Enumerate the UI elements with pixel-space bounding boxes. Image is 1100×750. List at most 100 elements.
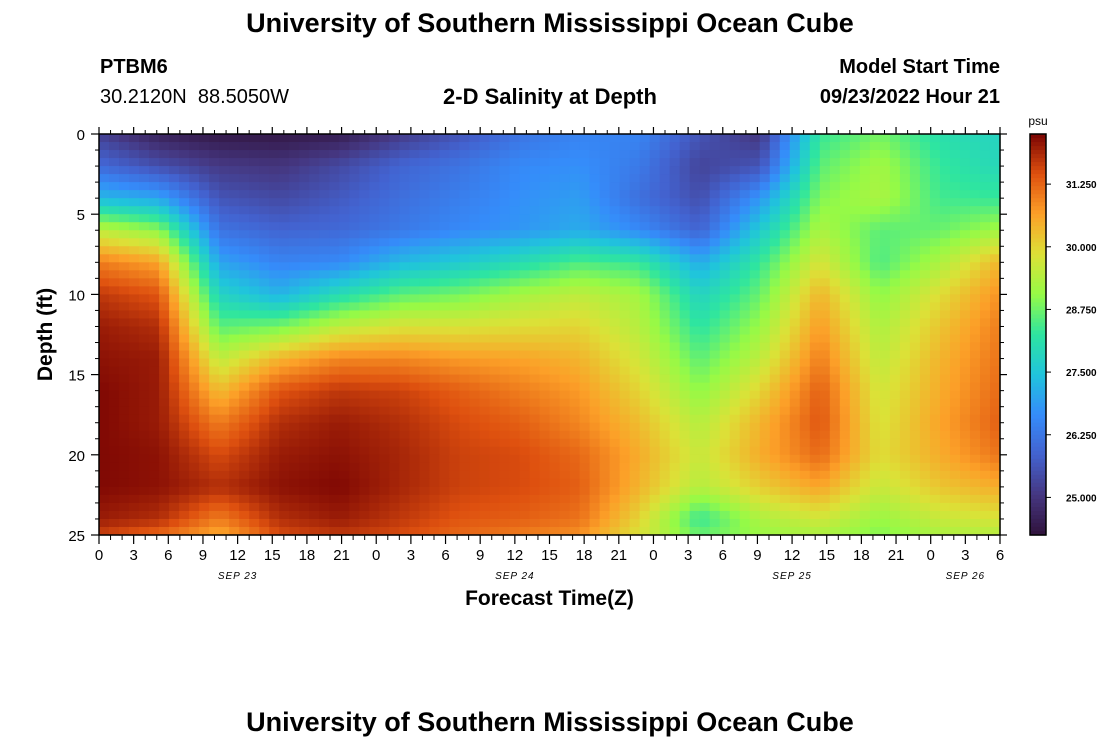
heatmap-cell bbox=[269, 238, 280, 247]
heatmap-cell bbox=[909, 150, 921, 159]
heatmap-cell bbox=[709, 246, 721, 255]
heatmap-cell bbox=[329, 222, 340, 231]
heatmap-cell bbox=[629, 470, 641, 480]
colorbar-cell bbox=[1030, 322, 1046, 328]
heatmap-cell bbox=[329, 398, 340, 408]
heatmap-cell bbox=[629, 414, 641, 424]
heatmap-cell bbox=[299, 470, 310, 480]
heatmap-cell bbox=[859, 494, 871, 504]
heatmap-cell bbox=[899, 478, 911, 488]
heatmap-cell bbox=[679, 382, 691, 392]
heatmap-cell bbox=[109, 182, 120, 191]
heatmap-cell bbox=[899, 190, 911, 199]
heatmap-cell bbox=[469, 254, 481, 263]
heatmap-cell bbox=[559, 190, 571, 199]
heatmap-cell bbox=[129, 358, 140, 368]
heatmap-cell bbox=[319, 262, 330, 271]
heatmap-cell bbox=[229, 310, 240, 320]
heatmap-cell bbox=[209, 358, 220, 368]
heatmap-cell bbox=[589, 438, 601, 448]
heatmap-cell bbox=[439, 406, 450, 416]
heatmap-cell bbox=[129, 486, 140, 496]
heatmap-cell bbox=[549, 486, 561, 496]
heatmap-cell bbox=[559, 150, 571, 159]
heatmap-cell bbox=[859, 262, 871, 271]
heatmap-cell bbox=[789, 510, 801, 520]
heatmap-cell bbox=[619, 142, 631, 151]
heatmap-cell bbox=[309, 406, 320, 416]
heatmap-cell bbox=[309, 198, 320, 207]
heatmap-cell bbox=[229, 462, 240, 472]
heatmap-cell bbox=[459, 382, 471, 392]
heatmap-cell bbox=[219, 446, 230, 456]
heatmap-cell bbox=[129, 214, 140, 223]
heatmap-cell bbox=[139, 270, 150, 279]
heatmap-cell bbox=[759, 494, 771, 504]
heatmap-cell bbox=[429, 150, 440, 159]
heatmap-cell bbox=[719, 510, 731, 520]
heatmap-cell bbox=[359, 454, 370, 464]
heatmap-cell bbox=[519, 518, 531, 528]
heatmap-cell bbox=[299, 222, 310, 231]
heatmap-cell bbox=[829, 190, 841, 199]
heatmap-cell bbox=[749, 470, 761, 480]
heatmap-cell bbox=[969, 222, 981, 231]
heatmap-cell bbox=[109, 254, 120, 263]
heatmap-cell bbox=[819, 302, 831, 312]
heatmap-cell bbox=[169, 382, 180, 392]
heatmap-cell bbox=[869, 174, 881, 183]
heatmap-cell bbox=[679, 278, 691, 287]
heatmap-cell bbox=[119, 142, 130, 151]
heatmap-cell bbox=[929, 158, 941, 167]
heatmap-cell bbox=[849, 294, 861, 304]
colorbar-tick-label: 27.500 bbox=[1066, 368, 1097, 379]
heatmap-cell bbox=[259, 446, 270, 456]
heatmap-cell bbox=[349, 262, 360, 271]
heatmap-cell bbox=[319, 302, 330, 312]
heatmap-cell bbox=[139, 278, 150, 287]
heatmap-cell bbox=[199, 374, 210, 384]
heatmap-cell bbox=[279, 166, 290, 175]
heatmap-cell bbox=[809, 342, 821, 352]
heatmap-cell bbox=[119, 278, 130, 287]
heatmap-cell bbox=[239, 214, 250, 223]
heatmap-cell bbox=[789, 142, 801, 151]
heatmap-cell bbox=[699, 526, 711, 536]
heatmap-cell bbox=[319, 390, 330, 400]
heatmap-cell bbox=[759, 342, 771, 352]
heatmap-cell bbox=[129, 478, 140, 488]
heatmap-cell bbox=[669, 310, 681, 320]
heatmap-cell bbox=[479, 406, 491, 416]
heatmap-cell bbox=[369, 342, 380, 352]
heatmap-cell bbox=[349, 350, 360, 360]
heatmap-cell bbox=[549, 438, 561, 448]
heatmap-cell bbox=[619, 414, 631, 424]
heatmap-cell bbox=[649, 470, 661, 480]
x-tick-label: 18 bbox=[299, 547, 316, 564]
heatmap-cell bbox=[329, 486, 340, 496]
heatmap-cell bbox=[789, 350, 801, 360]
heatmap-cell bbox=[739, 174, 751, 183]
heatmap-cell bbox=[829, 286, 841, 295]
heatmap-cell bbox=[139, 446, 150, 456]
heatmap-cell bbox=[779, 214, 791, 223]
heatmap-cell bbox=[669, 190, 681, 199]
heatmap-cell bbox=[169, 150, 180, 159]
heatmap-cell bbox=[329, 358, 340, 368]
heatmap-cell bbox=[949, 502, 961, 512]
heatmap-cell bbox=[459, 190, 471, 199]
heatmap-cell bbox=[279, 206, 290, 215]
heatmap-cell bbox=[449, 494, 460, 504]
heatmap-cell bbox=[979, 350, 991, 360]
heatmap-cell bbox=[409, 446, 420, 456]
heatmap-cell bbox=[709, 222, 721, 231]
heatmap-cell bbox=[229, 446, 240, 456]
heatmap-cell bbox=[109, 478, 120, 488]
heatmap-cell bbox=[429, 214, 440, 223]
heatmap-cell bbox=[979, 254, 991, 263]
heatmap-cell bbox=[129, 438, 140, 448]
heatmap-cell bbox=[759, 238, 771, 247]
heatmap-cell bbox=[839, 422, 851, 432]
heatmap-cell bbox=[219, 502, 230, 512]
heatmap-cell bbox=[899, 398, 911, 408]
